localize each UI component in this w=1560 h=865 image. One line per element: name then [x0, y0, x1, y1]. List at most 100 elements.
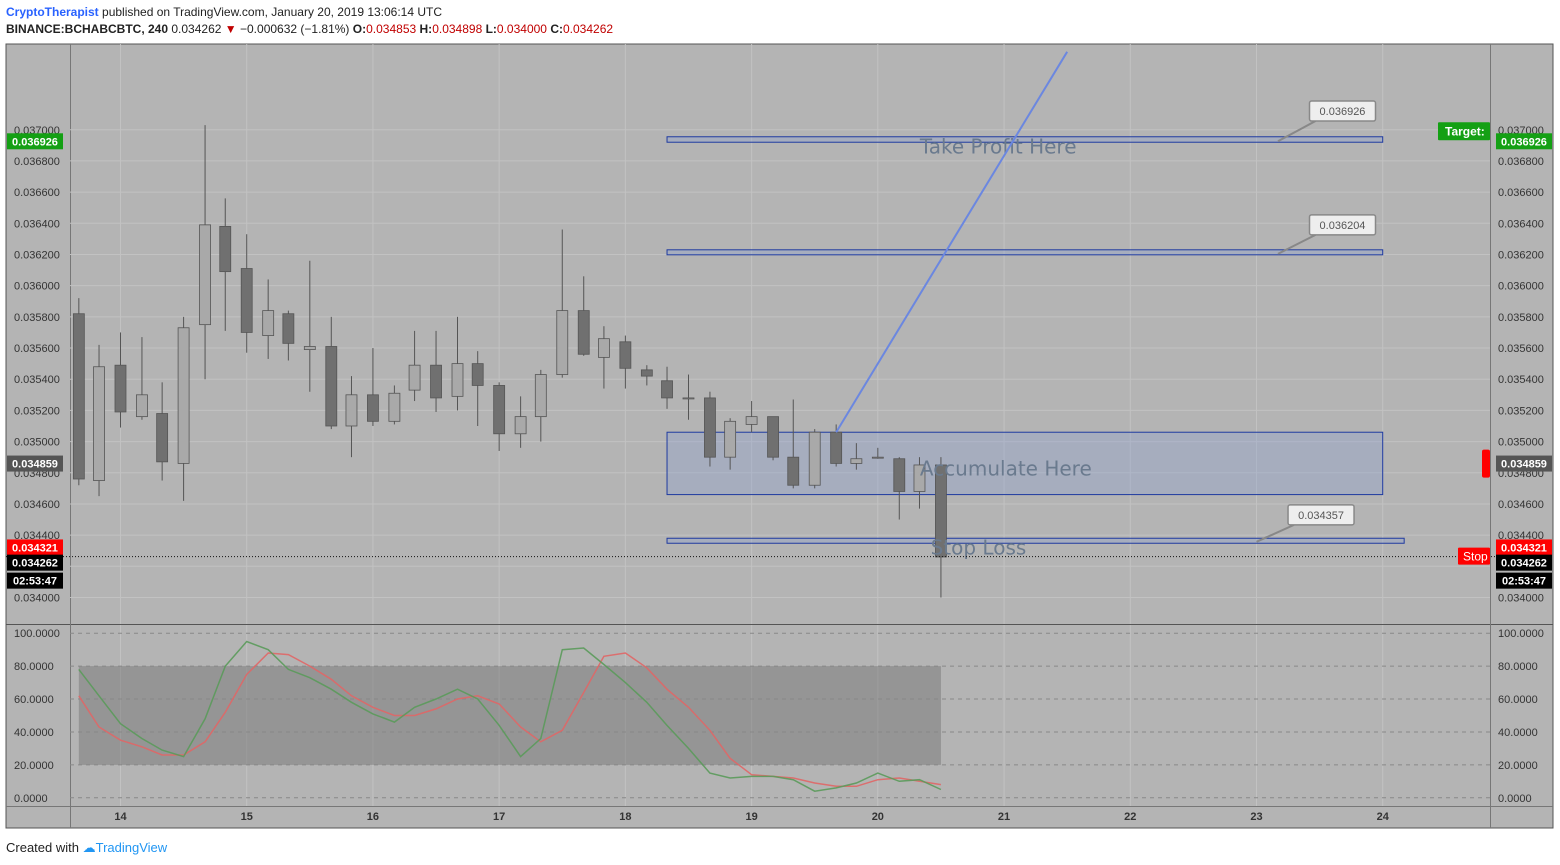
candle-body [534, 374, 547, 418]
price-tick-label-right: 0.036000 [1498, 281, 1544, 293]
candle-body [199, 224, 211, 326]
osc-tick-label-right: 80.0000 [1498, 661, 1538, 673]
candle-body [325, 346, 338, 427]
publish-info: CryptoTherapist published on TradingView… [6, 5, 442, 19]
osc-tick-label-right: 100.0000 [1498, 628, 1544, 640]
price-tag-right-text-open: 0.034859 [1501, 459, 1547, 471]
price-tick-label-right: 0.035800 [1498, 312, 1544, 324]
last-price: 0.034262 [171, 22, 222, 36]
candle-body [893, 458, 906, 492]
candle-body [661, 380, 673, 399]
callout-box-2 [1287, 504, 1355, 526]
open-label: O: [352, 22, 367, 36]
osc-tick-label-left: 100.0000 [14, 628, 60, 640]
zone-rect-0 [666, 136, 1384, 143]
price-tick-label-left: 0.036200 [14, 249, 60, 261]
callout-pointer-1 [1277, 233, 1316, 255]
candle-body [514, 416, 527, 435]
price-tick-label-right: 0.036400 [1498, 218, 1544, 230]
symbol-info: BINANCE:BCHABCBTC, 240 0.034262 ▼ −0.000… [6, 22, 613, 36]
open-marker-tag [1482, 449, 1490, 478]
candle-body [345, 394, 358, 427]
price-tick-label-left: 0.036600 [14, 187, 60, 199]
price-tag-right-countdown [1496, 572, 1552, 589]
time-tick-label: 24 [1377, 811, 1390, 823]
candle-body [724, 420, 737, 458]
time-tick-label: 21 [998, 811, 1010, 823]
zone-label-3: Stop Loss [931, 536, 1027, 560]
target-side-tag-text: Target: [1445, 124, 1485, 138]
price-tick-label-left: 0.035600 [14, 343, 60, 355]
zone-rect-2 [666, 431, 1384, 496]
author-link[interactable]: CryptoTherapist [6, 5, 99, 19]
callout-text-0: 0.036926 [1320, 106, 1366, 118]
osc-tick-label-left: 0.0000 [14, 793, 48, 805]
osc-tick-label-right: 20.0000 [1498, 760, 1538, 772]
candle-body [93, 366, 105, 481]
candle-body [830, 431, 843, 464]
osc-tick-label-left: 40.0000 [14, 727, 54, 739]
candle-body [282, 313, 295, 344]
price-tick-label-right: 0.034400 [1498, 530, 1544, 542]
osc-tick-label-left: 80.0000 [14, 661, 54, 673]
stop-side-tag-text: Stop [1463, 550, 1488, 564]
price-tick-label-left: 0.035400 [14, 374, 60, 386]
price-tag-left-stop [7, 539, 63, 556]
price-tag-right-text-target: 0.036926 [1501, 136, 1547, 148]
price-tick-label-left: 0.036400 [14, 218, 60, 230]
candle-body [598, 338, 610, 358]
price-tick-label-left: 0.035200 [14, 405, 60, 417]
price-tick-label-right: 0.034000 [1498, 592, 1544, 604]
chart-background [5, 43, 1554, 829]
price-tag-right-target [1496, 133, 1552, 150]
candle-body [156, 413, 169, 463]
candle-body [72, 313, 85, 480]
tradingview-brand[interactable]: TradingView [95, 840, 168, 855]
candle-body [767, 416, 779, 458]
candle-body [430, 364, 442, 399]
down-arrow-icon: ▼ [224, 22, 237, 36]
candle-body [850, 458, 863, 464]
callout-pointer-2 [1256, 523, 1295, 543]
candle-body [493, 385, 506, 435]
stoch-d-line [78, 652, 942, 788]
price-tick-label-right: 0.036800 [1498, 156, 1544, 168]
price-tag-right-text-stop: 0.034321 [1501, 542, 1547, 554]
candle-body [177, 327, 190, 464]
high-value: 0.034898 [432, 22, 483, 36]
price-tag-left-open [7, 455, 63, 472]
candle-body [408, 364, 421, 391]
time-tick-label: 20 [872, 811, 884, 823]
price-tag-right-stop [1496, 539, 1552, 556]
osc-tick-label-right: 0.0000 [1498, 793, 1532, 805]
candle-body [619, 341, 632, 369]
candle-body [136, 394, 148, 418]
zone-label-2: Accumulate Here [920, 456, 1092, 480]
price-tick-label-left: 0.035000 [14, 437, 60, 449]
osc-tick-label-left: 60.0000 [14, 694, 54, 706]
symbol-label: BINANCE:BCHABCBTC, 240 [6, 22, 169, 36]
candle-body [219, 226, 232, 273]
price-tag-left-text-target: 0.036926 [12, 136, 58, 148]
stoch-k-line [78, 640, 942, 792]
time-tick-label: 14 [114, 811, 127, 823]
footer: Created with ☁TradingView [6, 840, 167, 856]
tradingview-logo-icon[interactable]: ☁ [82, 840, 96, 855]
price-tag-left-text-stop: 0.034321 [12, 542, 58, 554]
price-tag-left-text-last: 0.034262 [12, 558, 58, 570]
callout-text-2: 0.034357 [1298, 510, 1344, 522]
candle-body [262, 310, 275, 336]
time-tick-label: 19 [745, 811, 757, 823]
candle-body [240, 268, 253, 333]
time-tick-label: 22 [1124, 811, 1136, 823]
time-tick-label: 23 [1250, 811, 1262, 823]
zone-rect-3 [666, 537, 1405, 544]
price-tick-label-right: 0.036600 [1498, 187, 1544, 199]
price-tag-left-countdown [7, 572, 63, 589]
candle-body [114, 364, 127, 413]
candle-body [808, 431, 821, 486]
time-tick-label: 15 [241, 811, 253, 823]
price-tag-right-text-countdown: 02:53:47 [1502, 576, 1546, 588]
price-tag-right-last [1496, 554, 1552, 571]
